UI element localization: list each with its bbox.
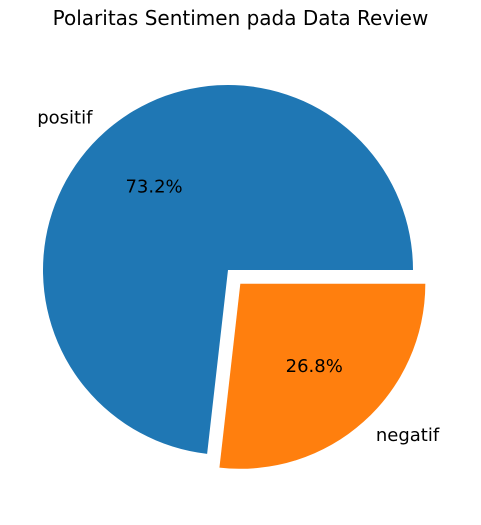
slice-label-positif: positif [37,108,93,129]
pie-slice-positif [43,85,414,454]
chart-title: Polaritas Sentimen pada Data Review [52,6,429,30]
pct-label-negatif: 26.8% [286,356,343,377]
pct-label-positif: 73.2% [125,177,182,198]
pie-slice-negatif [219,283,426,469]
slice-label-negatif: negatif [376,425,440,446]
